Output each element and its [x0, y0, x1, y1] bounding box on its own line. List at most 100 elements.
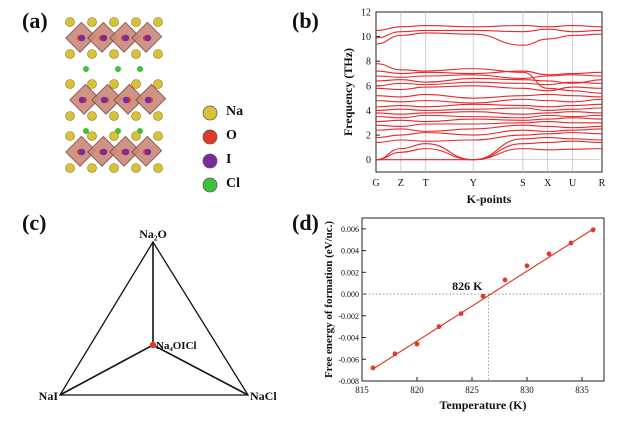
kpoint-label-y: Y [470, 178, 477, 189]
phonon-band-12 [375, 98, 603, 104]
legend-label-o: O [226, 128, 237, 143]
phonon-band-5 [375, 124, 603, 132]
panel-label-a: (a) [22, 8, 48, 33]
phonon-band-2 [375, 136, 603, 161]
phonon-band-22 [375, 24, 603, 32]
legend-label-na: Na [226, 104, 244, 119]
y-tick-label-b: 0 [366, 155, 371, 166]
kpoint-label-r: R [599, 178, 606, 189]
x-tick-label-d: 835 [575, 385, 589, 395]
iodine-atom [144, 96, 152, 104]
data-point [480, 293, 486, 299]
phonon-band-6 [375, 120, 602, 128]
sodium-atom [131, 111, 141, 121]
data-point [370, 365, 376, 371]
fit-line [372, 227, 596, 370]
panel-label-b: (b) [292, 8, 319, 33]
phonon-band-21 [375, 28, 603, 39]
sodium-atom [153, 163, 163, 173]
kpoint-label-u: U [569, 178, 577, 189]
sodium-atom [87, 131, 97, 141]
sodium-atom [131, 49, 141, 59]
sodium-atom [87, 79, 97, 89]
iodine-atom [100, 96, 108, 104]
plot-frame-d [361, 217, 605, 382]
center-label: Na₄OICl [156, 340, 197, 352]
y-tick-label-d: 0.004 [341, 247, 359, 256]
tie-line-right [152, 344, 249, 396]
y-tick-label-d: 0.006 [341, 225, 359, 234]
iodine-atom [78, 34, 86, 42]
y-axis-label-b: Frequency (THz) [341, 48, 355, 136]
x-tick-label-d: 825 [465, 385, 479, 395]
kpoint-label-g: G [372, 178, 379, 189]
sodium-atom [65, 111, 75, 121]
chlorine-atom [115, 66, 121, 72]
data-point [436, 324, 442, 330]
crossing-label: 826 K [452, 279, 483, 293]
data-point [568, 240, 574, 246]
iodine-atom [100, 148, 108, 156]
sodium-atom [131, 163, 141, 173]
y-tick-label-d: -0.004 [338, 334, 359, 343]
kpoint-label-t: T [423, 178, 429, 189]
y-tick-label-d: 0.002 [341, 268, 359, 277]
phonon-band-15 [375, 81, 603, 87]
legend-label-i: I [226, 152, 232, 167]
data-point [546, 251, 552, 257]
y-tick-label-b: 8 [366, 57, 371, 68]
y-tick-label-b: 12 [361, 8, 371, 19]
triangle-outline [58, 240, 250, 396]
iodine-atom [78, 96, 86, 104]
kpoint-label-s: S [520, 178, 526, 189]
y-tick-label-b: 4 [366, 106, 371, 117]
phonon-band-1 [375, 140, 603, 161]
x-tick-label-d: 830 [520, 385, 534, 395]
y-tick-label-b: 10 [361, 32, 371, 43]
sodium-atom [153, 17, 163, 27]
sodium-atom [109, 131, 119, 141]
y-tick-label-d: 0.000 [341, 290, 359, 299]
sodium-atom [153, 131, 163, 141]
plot-frame-b [375, 11, 603, 173]
sodium-atom [109, 111, 119, 121]
sodium-atom [131, 79, 141, 89]
phonon-band-19 [375, 63, 603, 94]
phonon-band-8 [375, 114, 603, 119]
chlorine-atom [137, 66, 143, 72]
phonon-band-4 [375, 128, 603, 139]
sodium-atom [87, 111, 97, 121]
data-point [458, 311, 464, 317]
sodium-atom [65, 17, 75, 27]
legend-swatch-cl [202, 177, 218, 193]
vertex-label-top: Na₂O [139, 227, 167, 241]
sodium-atom [109, 49, 119, 59]
chlorine-atom [83, 128, 89, 134]
sodium-atom [65, 163, 75, 173]
phonon-band-20 [375, 32, 603, 46]
sodium-atom [131, 17, 141, 27]
y-tick-label-d: -0.008 [338, 377, 359, 386]
x-tick-label-d: 815 [355, 385, 369, 395]
x-tick-label-d: 820 [410, 385, 424, 395]
iodine-atom [78, 148, 86, 156]
sodium-atom [153, 49, 163, 59]
phonon-band-18 [375, 70, 603, 76]
sodium-atom [109, 79, 119, 89]
phonon-band-13 [375, 93, 603, 99]
x-axis-label-b: K-points [467, 192, 512, 206]
y-tick-label-b: 2 [366, 131, 371, 142]
phonon-band-16 [375, 77, 603, 84]
iodine-atom [100, 34, 108, 42]
sodium-atom [131, 131, 141, 141]
phonon-band-14 [375, 85, 603, 92]
y-axis-label-d: Free energy of formation (eV/uc.) [323, 221, 335, 378]
x-axis-label-d: Temperature (K) [440, 398, 527, 412]
iodine-atom [144, 148, 152, 156]
data-point [590, 227, 596, 233]
chlorine-atom [83, 66, 89, 72]
iodine-atom [122, 96, 130, 104]
